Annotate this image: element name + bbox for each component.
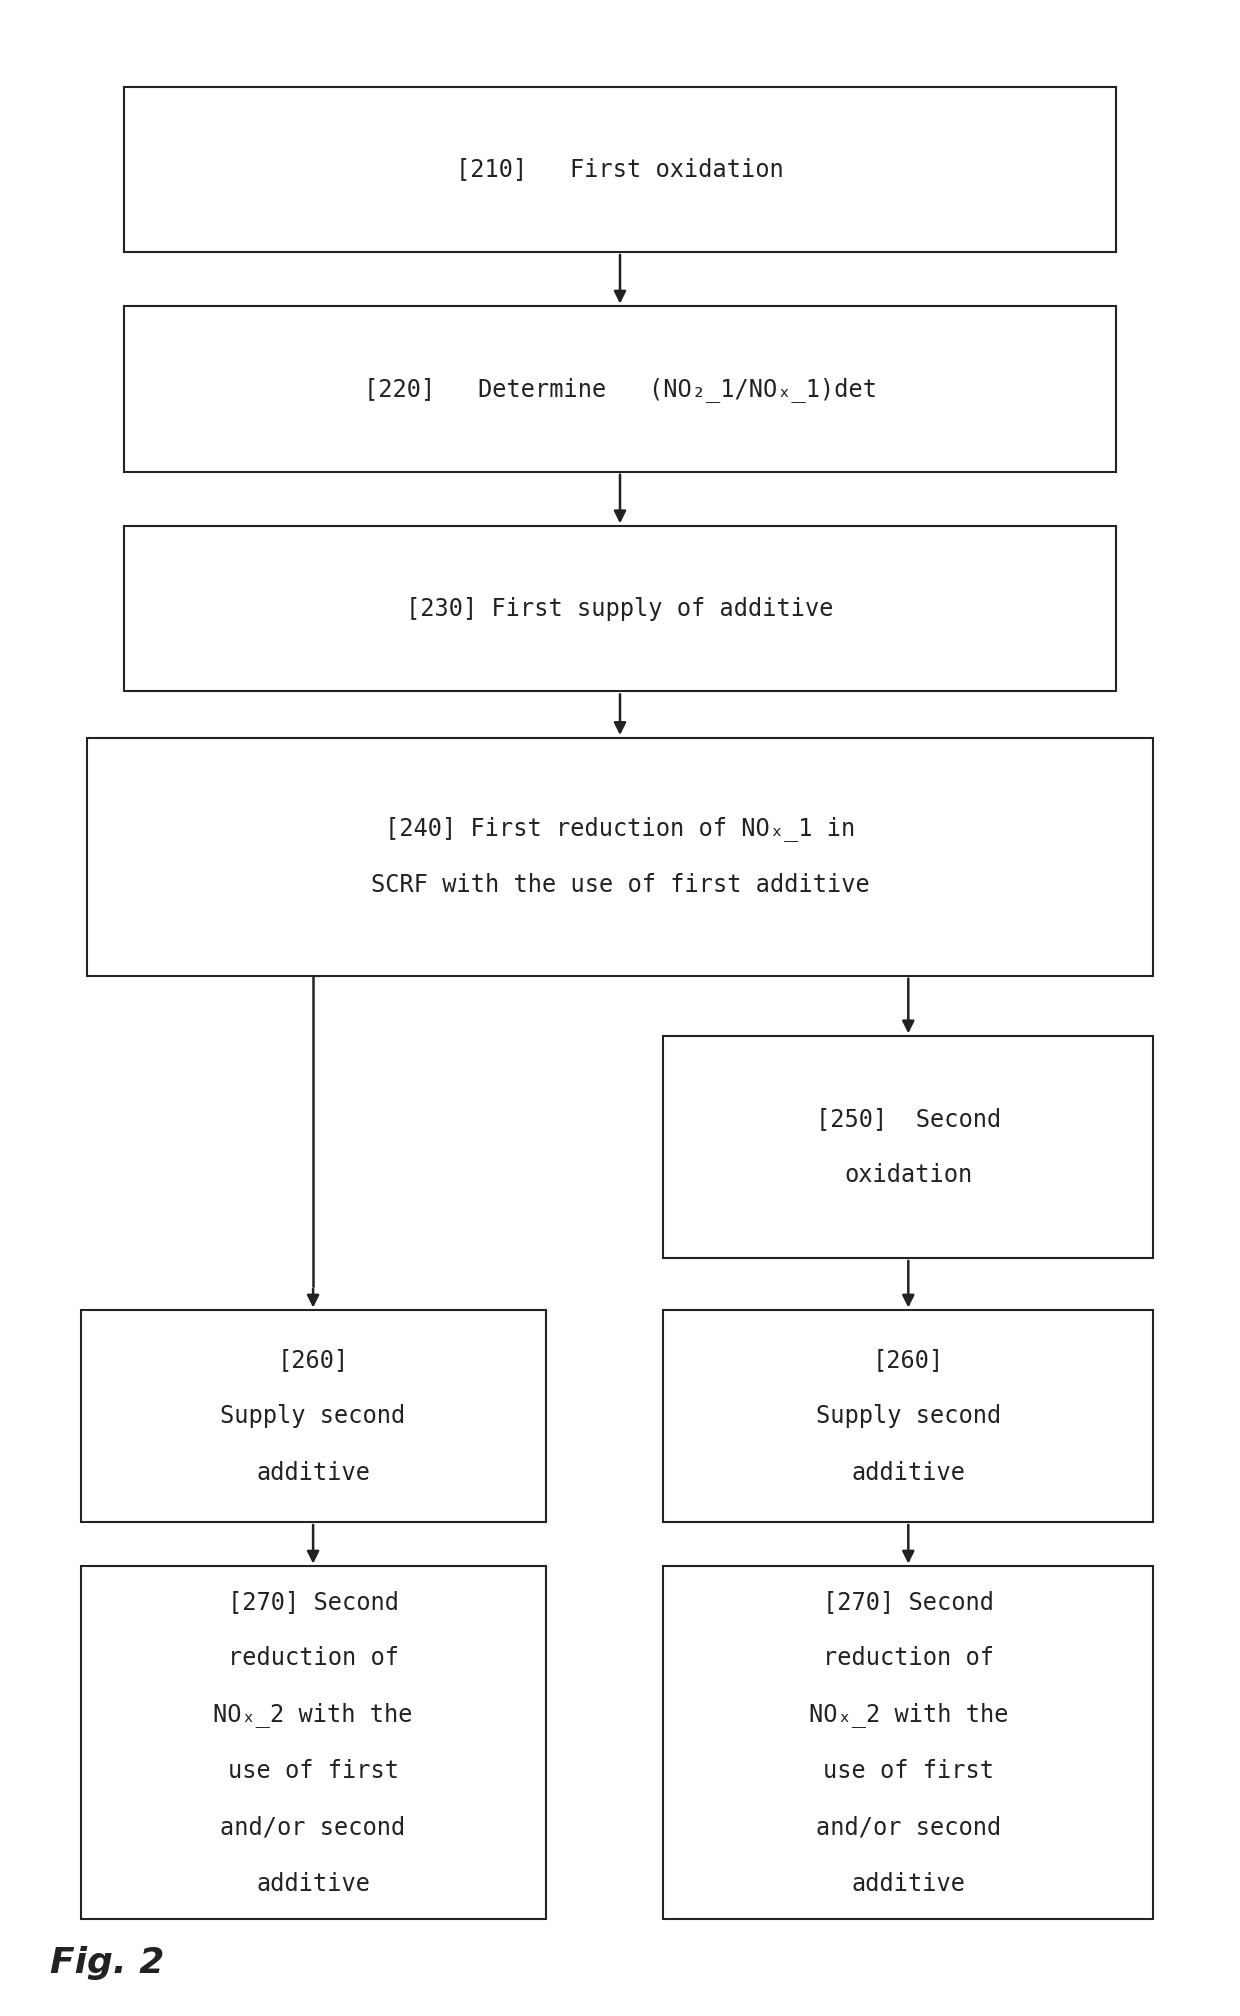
Text: [260]: [260]: [278, 1349, 348, 1371]
Text: [240] First reduction of NOₓ_1 in: [240] First reduction of NOₓ_1 in: [384, 816, 856, 841]
Text: additive: additive: [852, 1873, 965, 1895]
Text: [260]: [260]: [873, 1349, 944, 1371]
Bar: [124, 306, 1116, 472]
Text: reduction of: reduction of: [823, 1647, 993, 1669]
Text: Fig. 2: Fig. 2: [50, 1945, 164, 1980]
Text: use of first: use of first: [823, 1760, 993, 1782]
Text: [270] Second: [270] Second: [228, 1591, 398, 1613]
Bar: [663, 1310, 1153, 1522]
Bar: [81, 1566, 546, 1919]
Text: SCRF with the use of first additive: SCRF with the use of first additive: [371, 873, 869, 897]
Text: [230] First supply of additive: [230] First supply of additive: [407, 597, 833, 621]
Text: additive: additive: [257, 1873, 370, 1895]
Bar: [81, 1310, 546, 1522]
Text: Supply second: Supply second: [221, 1405, 405, 1427]
Text: NOₓ_2 with the: NOₓ_2 with the: [808, 1702, 1008, 1728]
Text: additive: additive: [257, 1462, 370, 1484]
Text: reduction of: reduction of: [228, 1647, 398, 1669]
Text: [270] Second: [270] Second: [823, 1591, 993, 1613]
Text: and/or second: and/or second: [816, 1816, 1001, 1839]
Bar: [87, 738, 1153, 976]
Text: oxidation: oxidation: [844, 1163, 972, 1187]
Bar: [124, 526, 1116, 691]
Bar: [663, 1036, 1153, 1258]
Text: [220]   Determine   (NO₂_1/NOₓ_1)det: [220] Determine (NO₂_1/NOₓ_1)det: [363, 377, 877, 401]
Text: [250]  Second: [250] Second: [816, 1107, 1001, 1131]
Text: Supply second: Supply second: [816, 1405, 1001, 1427]
Bar: [124, 87, 1116, 252]
Text: additive: additive: [852, 1462, 965, 1484]
Text: and/or second: and/or second: [221, 1816, 405, 1839]
Text: NOₓ_2 with the: NOₓ_2 with the: [213, 1702, 413, 1728]
Text: use of first: use of first: [228, 1760, 398, 1782]
Text: [210]   First oxidation: [210] First oxidation: [456, 157, 784, 181]
Bar: [663, 1566, 1153, 1919]
